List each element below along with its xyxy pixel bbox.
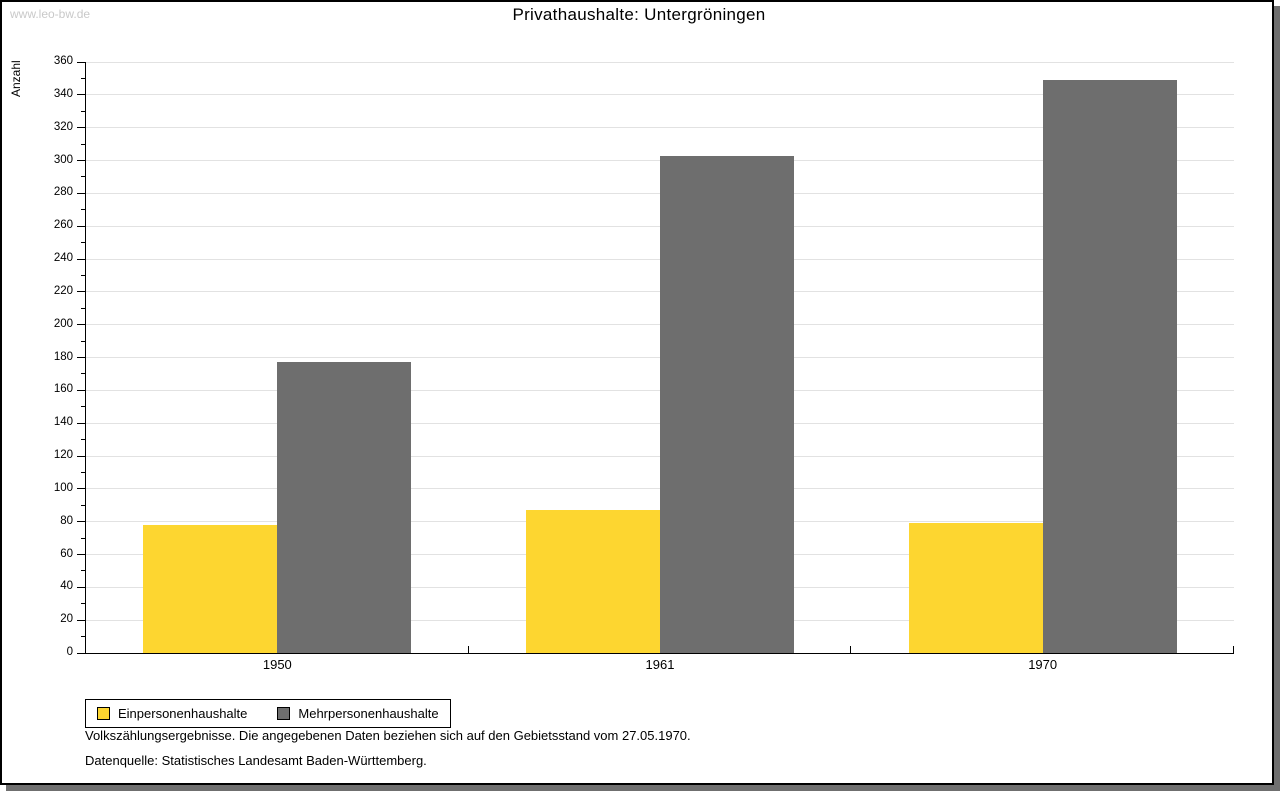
legend-label: Einpersonenhaushalte xyxy=(118,706,248,721)
footnote-census: Volkszählungsergebnisse. Die angegebenen… xyxy=(85,728,691,743)
y-major-tick xyxy=(77,61,85,63)
plot-area: 0 20 40 60 80 100 120 140 160 180 200 220 240 260 280 3… xyxy=(54,55,1234,672)
y-major-tick xyxy=(77,258,85,260)
y-tick-label: 220 xyxy=(53,284,73,297)
y-tick-label: 280 xyxy=(53,186,73,199)
y-minor-tick xyxy=(81,636,85,638)
y-tick-label: 320 xyxy=(53,120,73,133)
y-tick-label: 180 xyxy=(53,350,73,363)
y-minor-tick xyxy=(81,603,85,605)
y-tick-label: 300 xyxy=(53,153,73,166)
y-tick-label: 200 xyxy=(53,317,73,330)
legend-swatch-yellow xyxy=(97,707,110,720)
y-minor-tick xyxy=(81,307,85,309)
y-major-tick xyxy=(77,619,85,621)
y-major-tick xyxy=(77,389,85,391)
y-minor-tick xyxy=(81,340,85,342)
y-minor-tick xyxy=(81,570,85,572)
y-minor-tick xyxy=(81,373,85,375)
y-tick-label: 40 xyxy=(60,580,73,593)
y-axis-label: Anzahl xyxy=(9,60,23,97)
x-axis-tick xyxy=(467,646,469,653)
y-major-tick xyxy=(77,127,85,129)
y-tick-label: 100 xyxy=(53,481,73,494)
y-minor-tick xyxy=(81,471,85,473)
y-minor-tick xyxy=(81,274,85,276)
y-major-tick xyxy=(77,324,85,326)
gridline xyxy=(86,127,1234,129)
y-major-tick xyxy=(77,455,85,457)
y-minor-tick xyxy=(81,143,85,145)
y-major-tick xyxy=(77,554,85,555)
bar-1970-mehrpersonen xyxy=(1042,80,1177,653)
y-tick-label: 140 xyxy=(53,416,73,429)
y-minor-tick xyxy=(81,176,85,178)
y-major-tick xyxy=(77,160,85,161)
y-minor-tick xyxy=(81,504,85,506)
legend-swatch-gray xyxy=(277,707,291,720)
chart-title: Privathaushalte: Untergröningen xyxy=(512,5,766,24)
footnote-source: Datenquelle: Statistisches Landesamt Bad… xyxy=(85,753,427,768)
y-major-tick xyxy=(77,422,85,424)
y-major-tick xyxy=(77,521,85,523)
bar-1970-einpersonen xyxy=(908,523,1043,653)
bar-1961-mehrpersonen xyxy=(660,155,794,653)
y-major-tick xyxy=(77,586,85,588)
legend: Einpersonenhaushalte Mehrpersonenhaushal… xyxy=(85,699,451,728)
y-major-tick xyxy=(77,94,85,96)
y-tick-label: 0 xyxy=(66,646,73,658)
y-tick-label: 240 xyxy=(53,252,73,264)
y-minor-tick xyxy=(81,439,85,441)
x-axis-tick xyxy=(1233,646,1234,653)
y-tick-label: 260 xyxy=(53,219,73,232)
legend-item-mehrpersonenhaushalte: Mehrpersonenhaushalte xyxy=(277,706,439,721)
y-tick-label: 160 xyxy=(53,383,73,396)
y-tick-label: 340 xyxy=(53,87,73,100)
y-major-tick xyxy=(77,225,85,227)
watermark: www.leo-bw.de xyxy=(10,7,91,21)
x-tick-label: 1950 xyxy=(262,657,292,672)
y-major-tick xyxy=(77,357,85,358)
legend-item-einpersonenhaushalte: Einpersonenhaushalte xyxy=(97,706,247,721)
gridline xyxy=(86,94,1234,96)
y-minor-tick xyxy=(81,406,85,408)
y-major-tick xyxy=(77,192,85,194)
gridline xyxy=(86,61,1234,63)
y-major-tick xyxy=(77,488,85,490)
y-minor-tick xyxy=(81,537,85,539)
bar-1950-mehrpersonen xyxy=(277,362,412,653)
y-tick-label: 120 xyxy=(53,449,73,461)
y-minor-tick xyxy=(81,242,85,244)
legend-label: Mehrpersonenhaushalte xyxy=(298,706,439,721)
y-tick-label: 80 xyxy=(60,514,73,527)
x-tick-label: 1970 xyxy=(1028,657,1058,672)
y-minor-tick xyxy=(81,110,85,112)
y-major-tick xyxy=(77,652,85,654)
bar-1950-einpersonen xyxy=(143,524,278,653)
y-tick-label: 20 xyxy=(60,613,73,626)
y-minor-tick xyxy=(81,209,85,211)
y-tick-label: 360 xyxy=(53,55,73,67)
bar-1961-einpersonen xyxy=(526,510,660,653)
y-tick-label: 60 xyxy=(60,547,73,560)
x-tick-label: 1961 xyxy=(645,657,675,672)
x-axis-tick xyxy=(850,646,852,653)
y-minor-tick xyxy=(81,77,85,79)
y-major-tick xyxy=(77,291,85,293)
